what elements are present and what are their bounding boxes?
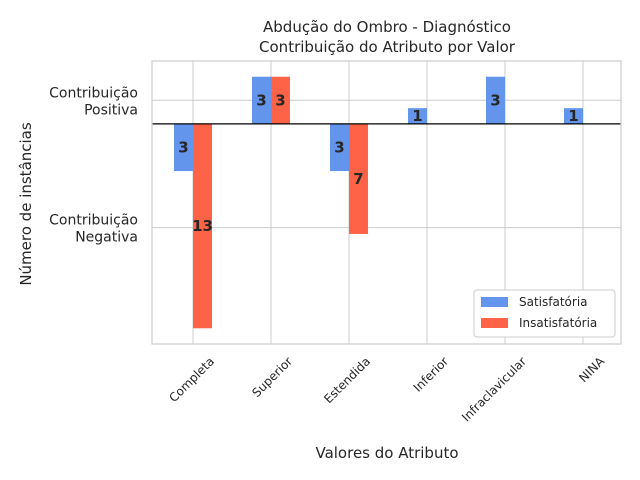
data-label: 3 [334, 138, 344, 156]
data-label: 3 [490, 91, 500, 109]
bar-insatisfatória-completa [193, 123, 212, 329]
data-label: 3 [178, 138, 188, 156]
x-tick-label: Superior [249, 354, 295, 400]
bar-satisfatória-completa [174, 123, 193, 172]
x-tick-label: Estendida [321, 354, 373, 406]
x-tick-label: Completa [166, 354, 217, 405]
chart-title: Abdução do Ombro - Diagnóstico Contribui… [259, 18, 516, 56]
bar-satisfatória-nina [564, 108, 583, 124]
bar-satisfatória-inferior [408, 108, 427, 124]
data-label: 13 [192, 217, 213, 235]
bar-insatisfatória-estendida [349, 123, 368, 234]
legend-entry: Satisfatória [519, 295, 588, 309]
x-axis-label: Valores do Atributo [315, 444, 458, 462]
bar-satisfatória-infraclavicular [486, 76, 505, 124]
y-level-label: Contribuição Positiva [49, 85, 138, 118]
y-level-labels: Contribuição Positiva Contribuição Negativa [49, 85, 138, 245]
data-label: 1 [568, 107, 578, 125]
y-level-label: Contribuição Negativa [49, 213, 138, 246]
x-tick-label: Inferior [411, 354, 452, 395]
legend-swatch [481, 297, 508, 307]
x-tick-labels: Completa Superior Estendida Inferior Infracl… [166, 354, 607, 425]
bar-satisfatória-superior [252, 76, 271, 124]
bar-satisfatória-estendida [330, 123, 349, 172]
chart-title-line-1: Abdução do Ombro - Diagnóstico [263, 18, 511, 36]
data-label: 1 [412, 107, 422, 125]
legend-swatch [481, 318, 508, 328]
x-tick-label: Infraclavicular [459, 354, 529, 424]
chart-title-line-2: Contribuição do Atributo por Valor [259, 38, 516, 56]
x-tick-label: NINA [576, 354, 607, 385]
plot-frame [151, 60, 622, 345]
legend-entry: Insatisfatória [519, 316, 597, 330]
legend-box [473, 289, 616, 338]
y-axis-label: Número de instâncias [17, 122, 35, 286]
data-label: 7 [353, 170, 363, 188]
legend: Satisfatória Insatisfatória [473, 289, 616, 338]
data-label: 3 [275, 91, 285, 109]
bars [174, 76, 583, 329]
data-label: 3 [256, 91, 266, 109]
bar-insatisfatória-superior [271, 76, 290, 124]
